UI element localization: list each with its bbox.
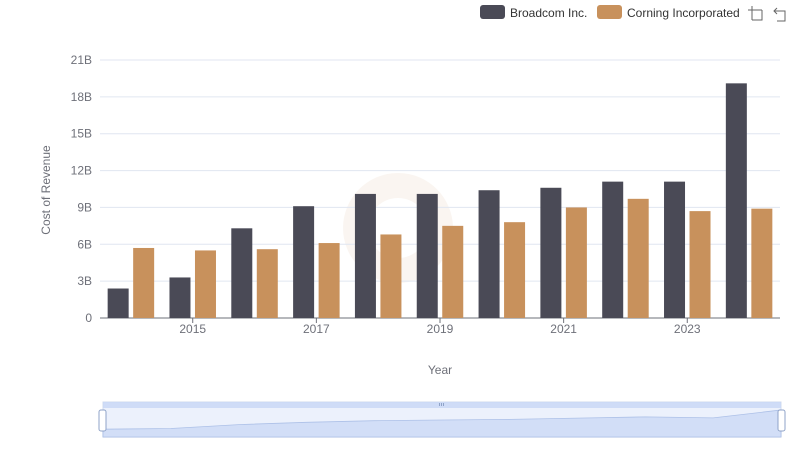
legend-label: Broadcom Inc. [510,6,587,20]
legend-label: Corning Incorporated [627,6,740,20]
y-tick-label: 9B [77,200,92,214]
bar-broadcom-2020[interactable] [478,190,500,318]
bar-corning-2016[interactable] [256,249,278,318]
zoom-slider-handle-left[interactable] [98,409,107,432]
legend-swatch [480,5,505,19]
y-tick-label: 0 [85,311,92,325]
legend-item-series-1[interactable]: Corning Incorporated [597,5,740,20]
bar-broadcom-2022[interactable] [602,181,624,318]
y-tick-label: 15B [71,127,92,141]
legend-swatch [597,5,622,19]
bar-broadcom-2023[interactable] [664,181,686,318]
bar-broadcom-2018[interactable] [354,193,376,318]
x-tick-label: 2019 [427,322,454,336]
restore-icon[interactable] [773,7,786,22]
x-axis-title: Year [428,363,452,377]
bar-broadcom-2014[interactable] [107,288,129,318]
x-tick-label: 2021 [550,322,577,336]
zoom-slider-grip-icon [439,403,444,406]
bar-corning-2023[interactable] [689,211,711,318]
bar-broadcom-2017[interactable] [293,206,315,318]
bar-corning-2018[interactable] [380,234,402,318]
y-tick-label: 3B [77,274,92,288]
y-tick-label: 6B [77,237,92,251]
bar-broadcom-2024[interactable] [725,83,747,318]
legend-item-series-0[interactable]: Broadcom Inc. [480,5,587,20]
bar-corning-2021[interactable] [565,207,587,318]
y-axis: 0 3B 6B 9B 12B 15B 18B 21B [71,53,93,325]
y-axis-title: Cost of Revenue [39,145,53,235]
bar-corning-2020[interactable] [504,222,526,318]
zoom-slider-handle-right[interactable] [777,409,786,432]
y-tick-label: 18B [71,90,92,104]
bar-corning-2019[interactable] [442,225,464,318]
zoom-slider-data-shadow [102,409,782,438]
bar-corning-2015[interactable] [194,250,216,318]
bars [107,83,773,318]
x-tick-label: 2017 [303,322,330,336]
x-tick-label: 2015 [179,322,206,336]
y-tick-label: 12B [71,164,92,178]
bar-corning-2014[interactable] [133,247,155,318]
bar-broadcom-2021[interactable] [540,187,562,318]
bar-broadcom-2019[interactable] [416,193,438,318]
bar-corning-2017[interactable] [318,243,340,318]
x-axis: 2015 2017 2019 2021 2023 [100,317,780,336]
bar-corning-2024[interactable] [751,208,773,318]
y-tick-label: 21B [71,53,92,67]
bar-broadcom-2016[interactable] [231,228,253,318]
legend[interactable]: Broadcom Inc. Corning Incorporated [480,5,740,20]
bar-broadcom-2015[interactable] [169,277,191,318]
bar-corning-2022[interactable] [627,198,649,318]
x-tick-label: 2023 [674,322,701,336]
zoom-icon[interactable] [748,6,763,21]
zoom-slider[interactable] [98,401,786,438]
